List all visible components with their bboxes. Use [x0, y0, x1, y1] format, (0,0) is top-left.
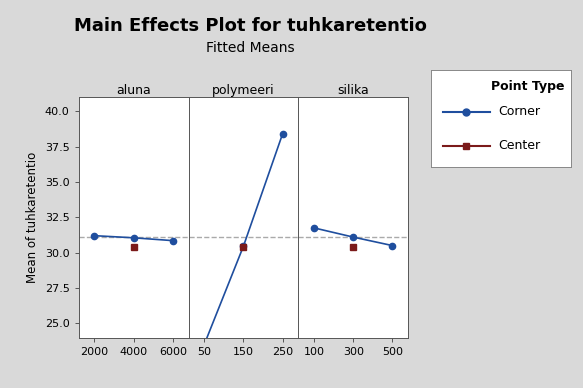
Text: Point Type: Point Type — [491, 80, 564, 93]
Text: Center: Center — [498, 139, 540, 152]
Text: aluna: aluna — [116, 84, 151, 97]
Text: Main Effects Plot for tuhkaretentio: Main Effects Plot for tuhkaretentio — [74, 17, 427, 35]
Text: silika: silika — [338, 84, 369, 97]
Text: Corner: Corner — [498, 105, 540, 118]
Text: polymeeri: polymeeri — [212, 84, 275, 97]
Y-axis label: Mean of tuhkaretentio: Mean of tuhkaretentio — [26, 152, 39, 283]
Text: Fitted Means: Fitted Means — [206, 41, 295, 55]
